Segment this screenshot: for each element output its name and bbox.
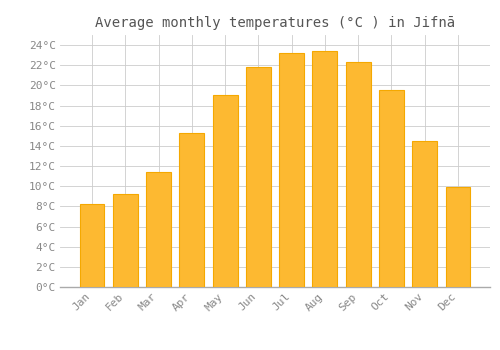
Bar (246, 67, 271, 287)
Bar (312, 51, 338, 287)
Bar (379, 90, 404, 287)
Bar (180, 133, 204, 287)
Bar (279, 53, 304, 287)
Bar (212, 96, 238, 287)
Bar (80, 204, 104, 287)
Bar (446, 187, 470, 287)
Bar (146, 172, 171, 287)
Title: Average monthly temperatures (°C ) in Jifnā: Average monthly temperatures (°C ) in Ji… (95, 16, 455, 30)
Bar (412, 141, 437, 287)
Bar (346, 62, 370, 287)
Bar (113, 194, 138, 287)
